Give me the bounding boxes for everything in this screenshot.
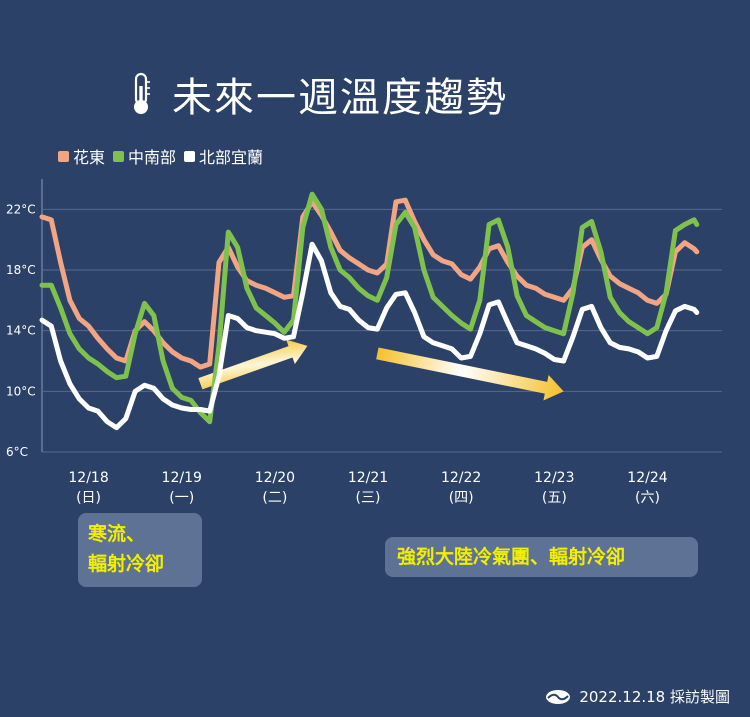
legend-item-north-yilan: 北部宜蘭 — [184, 144, 263, 168]
legend-swatch-north-yilan — [184, 150, 196, 162]
trend-arrow-shape-0 — [198, 339, 308, 390]
x-axis-ticks: 12/18 (日) 12/19 (一) 12/20 (二) 12/21 (三) 12/22 (四)… — [68, 470, 667, 506]
thermometer-icon — [134, 72, 150, 114]
note-continental-air-text: 強烈大陸冷氣團、輻射冷卻 — [397, 546, 626, 568]
legend-item-huadong: 花東 — [58, 144, 105, 168]
x-tick-date-0: 12/18 — [68, 470, 108, 486]
x-tick-date-2: 12/20 — [255, 470, 295, 486]
x-tick-date-4: 12/22 — [441, 470, 481, 486]
y-axis-ticks: 6°C 10°C 14°C 18°C 22°C — [6, 202, 36, 459]
x-tick-date-6: 12/24 — [627, 470, 667, 486]
x-tick-day-2: (二) — [262, 490, 287, 506]
y-tick-label-22: 22°C — [6, 202, 36, 216]
page-title: 未來一週溫度趨勢 — [172, 75, 508, 121]
x-tick-day-1: (一) — [169, 490, 194, 506]
note-cold-surge-line1: 寒流、 — [88, 523, 146, 545]
footer-date: 2022.12.18 採訪製圖 — [579, 688, 730, 706]
y-tick-label-18: 18°C — [6, 263, 36, 277]
series-line-2 — [39, 241, 700, 431]
x-tick-day-5: (五) — [542, 490, 567, 506]
note-cold-surge-line2: 輻射冷卻 — [88, 553, 165, 575]
y-tick-label-14: 14°C — [6, 324, 36, 338]
legend-swatch-huadong — [58, 150, 69, 162]
legend: 花東 中南部 北部宜蘭 — [58, 144, 265, 168]
legend-item-central-south: 中南部 — [113, 144, 176, 168]
series-line-1 — [39, 191, 700, 425]
series-line-0 — [39, 197, 700, 370]
note-continental-air: 強烈大陸冷氣團、輻射冷卻 — [385, 537, 698, 577]
y-tick-label-6: 6°C — [6, 445, 28, 459]
x-tick-date-3: 12/21 — [348, 470, 388, 486]
x-tick-day-6: (六) — [635, 490, 660, 506]
legend-label-huadong: 花東 — [73, 148, 106, 167]
trend-arrows — [198, 339, 564, 401]
series-lines — [39, 191, 700, 431]
trend-arrow-shape-1 — [376, 347, 564, 401]
x-tick-day-0: (日) — [76, 490, 101, 506]
x-tick-date-5: 12/23 — [534, 470, 574, 486]
x-tick-day-4: (四) — [449, 490, 474, 506]
x-tick-day-3: (三) — [356, 490, 381, 506]
legend-label-north-yilan: 北部宜蘭 — [199, 148, 264, 167]
legend-swatch-central-south — [113, 150, 125, 162]
cwb-logo-icon — [546, 689, 571, 704]
trend-arrow-1 — [376, 347, 564, 401]
footer: 2022.12.18 採訪製圖 — [545, 686, 730, 707]
trend-arrow-0 — [198, 339, 308, 390]
title: 未來一週溫度趨勢 — [128, 66, 508, 122]
note-cold-surge: 寒流、 輻射冷卻 — [78, 513, 202, 587]
y-tick-label-10: 10°C — [6, 384, 36, 398]
legend-label-central-south: 中南部 — [128, 148, 177, 167]
x-tick-date-1: 12/19 — [162, 470, 202, 486]
